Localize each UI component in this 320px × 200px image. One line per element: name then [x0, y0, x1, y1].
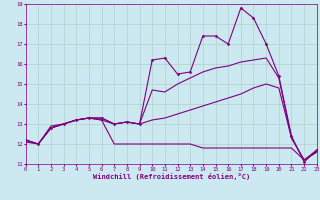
X-axis label: Windchill (Refroidissement éolien,°C): Windchill (Refroidissement éolien,°C)	[92, 173, 250, 180]
